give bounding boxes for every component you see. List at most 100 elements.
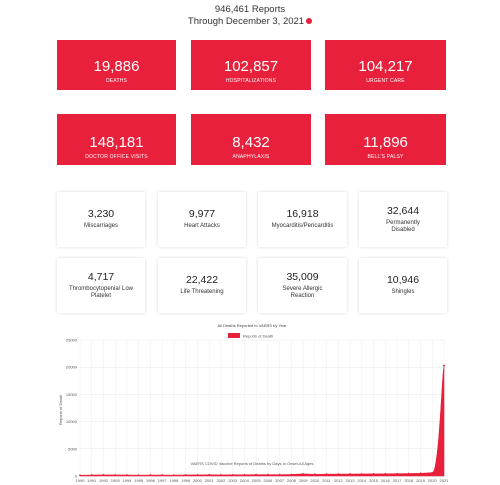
legend-swatch[interactable]: [228, 333, 240, 338]
x-tick-label: 2004: [240, 478, 250, 483]
data-point-2019[interactable]: [419, 472, 422, 475]
stat-label: Thrombocytopenia/ Low Platelet: [68, 285, 134, 300]
data-point-1993[interactable]: [114, 474, 117, 476]
data-point-1991[interactable]: [90, 474, 93, 476]
x-tick-label: 2001: [205, 478, 215, 483]
data-point-2021[interactable]: [443, 364, 445, 367]
data-point-1996[interactable]: [149, 474, 152, 476]
data-point-2010[interactable]: [313, 473, 316, 476]
x-tick-label: 2013: [346, 478, 356, 483]
data-point-2008[interactable]: [290, 473, 293, 476]
data-point-1994[interactable]: [126, 474, 128, 476]
stat-card-miscarriages: 3,230 Miscarriages: [57, 192, 145, 247]
data-point-2001[interactable]: [208, 473, 211, 476]
x-tick-label: 2018: [404, 478, 414, 483]
stat-value: 8,432: [232, 134, 270, 151]
chart-grid: [79, 339, 445, 477]
data-point-2020[interactable]: [431, 471, 434, 474]
stat-value: 16,918: [286, 208, 319, 221]
y-axis-ticks: 0 5000 10000 15000 20000 25000: [66, 338, 78, 479]
x-tick-label: 1992: [99, 478, 109, 483]
stat-label: Heart Attacks: [184, 223, 220, 230]
stat-value: 4,717: [87, 270, 115, 283]
stat-value: 32,644: [386, 204, 420, 217]
y-tick-label: 5000: [68, 446, 78, 451]
data-point-2016[interactable]: [384, 472, 387, 475]
x-tick-label: 2007: [275, 478, 285, 483]
stat-value: 9,977: [188, 208, 216, 221]
stat-label: ANAPHYLAXIS: [232, 154, 270, 160]
x-tick-label: 1991: [87, 478, 97, 483]
stat-value: 104,217: [358, 58, 413, 75]
stat-label: DOCTOR OFFICE VISITS: [85, 154, 148, 160]
data-point-1992[interactable]: [102, 474, 105, 476]
stat-label: Life Threatening: [180, 289, 224, 296]
legend-label[interactable]: Reports of Death: [243, 334, 273, 339]
stat-label: Myocarditis/Pericarditis: [271, 223, 334, 230]
x-tick-label: 2010: [310, 478, 320, 483]
x-tick-label: 2005: [252, 478, 262, 483]
x-tick-label: 1994: [123, 478, 133, 483]
x-tick-label: 2021: [440, 478, 450, 483]
x-tick-label: 2019: [416, 478, 426, 483]
stat-label: URGENT CARE: [366, 78, 405, 84]
stat-card-severe-allergic-reaction: 35,009 Severe Allergic Reaction: [258, 258, 347, 313]
stat-card-thrombocytopenia: 4,717 Thrombocytopenia/ Low Platelet: [57, 258, 145, 313]
data-point-1990[interactable]: [79, 474, 81, 477]
x-tick-label: 2002: [216, 478, 226, 483]
data-point-2007[interactable]: [278, 473, 281, 476]
x-tick-label: 1996: [146, 478, 156, 483]
data-point-1999[interactable]: [184, 474, 187, 476]
data-point-2002[interactable]: [220, 474, 222, 476]
stat-value: 148,181: [89, 134, 144, 151]
x-axis-ticks: 1990 1991 1992 1993 1994 1995 1996 1997 1998 1999…: [76, 478, 450, 483]
chart-title: All Deaths Reported to VAERS by Year: [217, 323, 287, 328]
x-tick-label: 2020: [428, 478, 438, 483]
stat-card-permanently-disabled: 32,644 Permanently Disabled: [359, 192, 447, 247]
x-tick-label: 1993: [111, 478, 121, 483]
x-tick-label: 2003: [228, 478, 238, 483]
x-tick-label: 1999: [181, 478, 191, 483]
stat-card-bells-palsy: 11,896 BELL'S PALSY: [325, 114, 446, 165]
data-point-2005[interactable]: [255, 473, 258, 476]
x-tick-label: 2017: [393, 478, 403, 483]
data-point-2011[interactable]: [325, 473, 328, 476]
data-point-2009[interactable]: [302, 473, 304, 475]
series-area-reports-of-death: [79, 365, 445, 477]
stat-card-myocarditis: 16,918 Myocarditis/Pericarditis: [258, 192, 347, 247]
data-point-2014[interactable]: [360, 473, 363, 475]
data-point-1995[interactable]: [137, 474, 140, 477]
data-point-1997[interactable]: [161, 474, 164, 476]
stat-label: DEATHS: [105, 78, 128, 84]
data-point-2015[interactable]: [372, 473, 375, 475]
data-point-2006[interactable]: [266, 473, 269, 476]
stat-label: Severe Allergic Reaction: [282, 285, 323, 300]
data-point-2012[interactable]: [337, 473, 340, 475]
data-point-1998[interactable]: [173, 474, 175, 477]
stat-label: Miscarriages: [83, 223, 118, 230]
stat-card-doctor-office-visits: 148,181 DOCTOR OFFICE VISITS: [57, 114, 176, 165]
y-tick-label: 25000: [66, 338, 78, 343]
x-tick-label: 2009: [299, 478, 309, 483]
stat-card-hospitalizations: 102,857 HOSPITALIZATIONS: [191, 40, 311, 90]
data-point-2004[interactable]: [243, 473, 246, 476]
chart-annotation: VAERS COVID Vaccine Reports of Deaths by…: [190, 461, 313, 466]
x-tick-label: 2016: [381, 478, 391, 483]
stat-label: Permanently Disabled: [386, 219, 420, 234]
data-point-2017[interactable]: [396, 472, 398, 475]
y-tick-label: 0: [75, 474, 78, 479]
stat-value: 10,946: [386, 274, 420, 287]
data-point-2000[interactable]: [196, 474, 199, 476]
stat-card-life-threatening: 22,422 Life Threatening: [158, 258, 246, 313]
y-tick-label: 10000: [66, 419, 78, 424]
data-point-2003[interactable]: [231, 473, 234, 476]
data-point-2018[interactable]: [407, 472, 410, 475]
data-point-2013[interactable]: [349, 473, 351, 475]
x-tick-label: 1998: [169, 478, 179, 483]
stat-label: Shingles: [391, 289, 415, 296]
info-icon[interactable]: [306, 18, 313, 25]
x-tick-label: 1995: [134, 478, 144, 483]
stat-value: 22,422: [185, 274, 219, 287]
x-tick-label: 1990: [76, 478, 86, 483]
series-points: [79, 364, 445, 477]
